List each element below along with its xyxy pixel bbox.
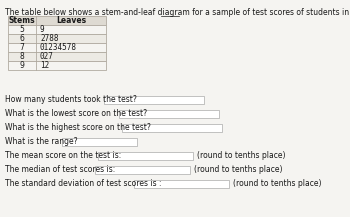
Text: (round to tenths place): (round to tenths place) <box>194 166 282 174</box>
Text: 9: 9 <box>20 61 25 70</box>
Text: (round to tenths place): (round to tenths place) <box>233 179 322 189</box>
Text: How many students took the test?: How many students took the test? <box>5 95 137 105</box>
Text: 9: 9 <box>40 25 45 34</box>
Bar <box>95 166 190 174</box>
Text: 5: 5 <box>20 25 25 34</box>
Text: 027: 027 <box>40 52 54 61</box>
Text: What is the lowest score on the test?: What is the lowest score on the test? <box>5 110 147 118</box>
Text: The standard deviation of test scores is :: The standard deviation of test scores is… <box>5 179 161 189</box>
Bar <box>62 138 137 146</box>
Text: 12: 12 <box>40 61 49 70</box>
Bar <box>8 43 106 52</box>
Text: 6: 6 <box>20 34 25 43</box>
Bar <box>122 124 222 132</box>
Bar <box>119 110 219 118</box>
Text: 7: 7 <box>20 43 25 52</box>
Bar <box>8 25 106 34</box>
Bar <box>104 96 204 104</box>
Bar <box>8 61 106 70</box>
Bar <box>8 34 106 43</box>
Text: 01234578: 01234578 <box>40 43 77 52</box>
Text: (round to tenths place): (round to tenths place) <box>197 151 286 161</box>
Bar <box>98 152 193 160</box>
Text: The table below shows a stem-and-leaf diagram for a sample of test scores of stu: The table below shows a stem-and-leaf di… <box>5 8 350 17</box>
Text: The mean score on the test is:: The mean score on the test is: <box>5 151 121 161</box>
Text: Stems: Stems <box>9 16 35 25</box>
Bar <box>134 180 229 188</box>
Bar <box>8 16 106 25</box>
Text: Leaves: Leaves <box>56 16 86 25</box>
Text: The median of test scores is:: The median of test scores is: <box>5 166 115 174</box>
Text: 8: 8 <box>20 52 25 61</box>
Text: 2788: 2788 <box>40 34 58 43</box>
Bar <box>8 52 106 61</box>
Text: What is the highest score on the test?: What is the highest score on the test? <box>5 123 151 133</box>
Text: What is the range?: What is the range? <box>5 138 78 146</box>
